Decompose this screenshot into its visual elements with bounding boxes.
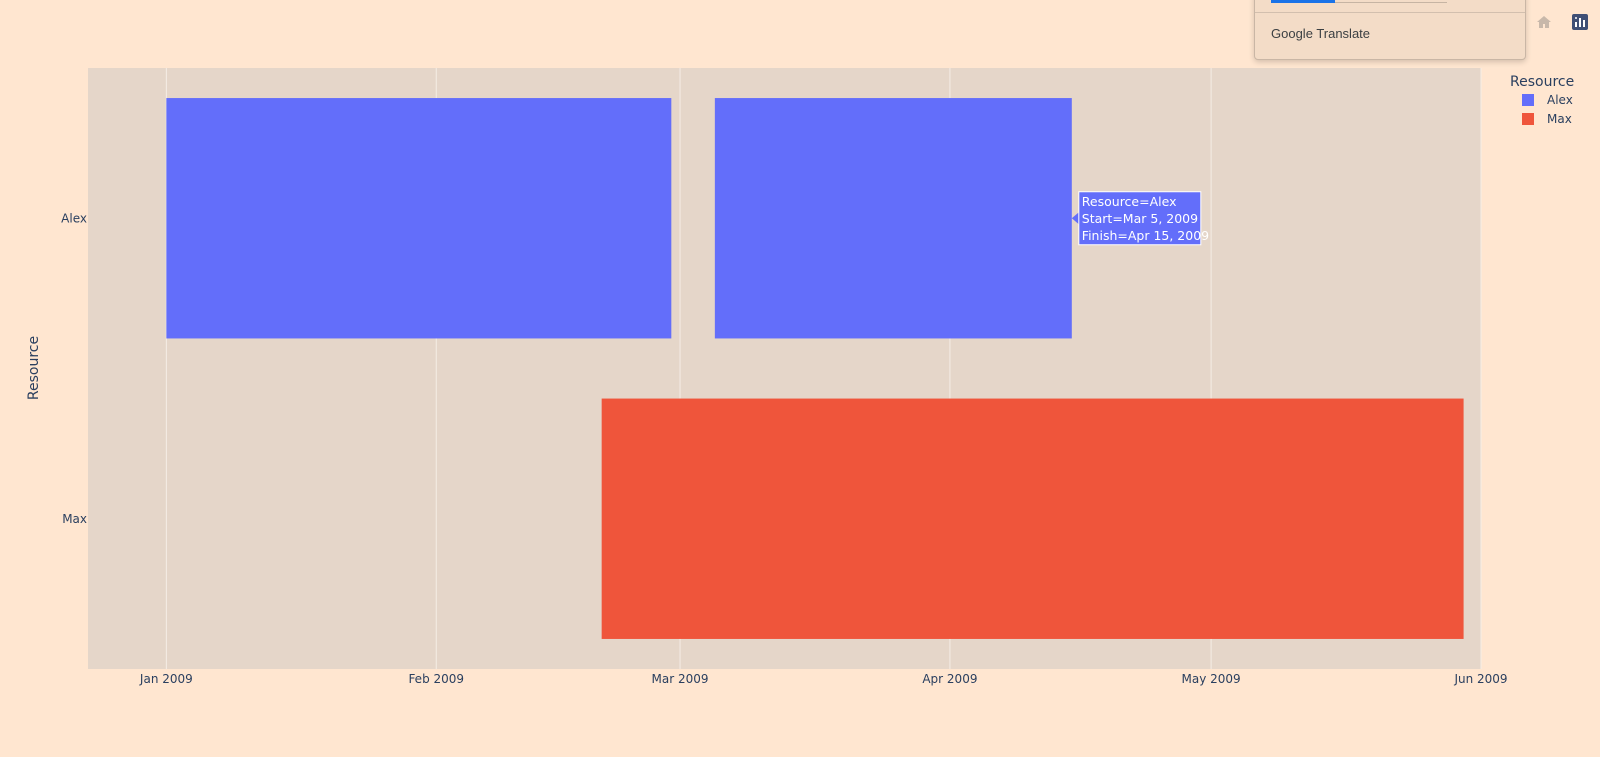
x-tick-label: Jun 2009 [1453,672,1507,686]
legend-swatch-max[interactable] [1522,113,1534,125]
task-bar-alex[interactable] [714,98,1072,339]
tooltip-box [1078,191,1202,246]
task-bar-alex[interactable] [166,98,672,339]
google-translate-brand[interactable]: Google Translate [1271,26,1370,41]
google-logo-text: Google [1271,26,1313,41]
task-bar-max[interactable] [601,398,1464,639]
y-tick-label: Max [62,512,87,526]
x-tick-label: Feb 2009 [408,672,464,686]
y-axis-title: Resource [26,336,42,400]
translate-tab-track [1271,2,1447,3]
tooltip-line: Finish=Apr 15, 2009 [1082,228,1209,243]
x-tick-label: Mar 2009 [652,672,709,686]
legend-title: Resource [1510,74,1574,90]
legend-item-alex[interactable]: Alex [1547,93,1573,107]
y-tick-label: Alex [61,211,87,225]
legend-swatch-alex[interactable] [1522,94,1534,106]
google-translate-popup: Google Translate [1254,0,1526,60]
x-axis: Jan 2009 Feb 2009 Mar 2009 Apr 2009 May 2009… [139,672,1508,686]
home-icon[interactable] [1536,14,1552,30]
legend[interactable]: Resource Alex Max [1510,74,1574,126]
plotly-logo-icon[interactable] [1572,14,1588,30]
x-tick-label: Jan 2009 [139,672,193,686]
x-tick-label: Apr 2009 [922,672,977,686]
x-tick-label: May 2009 [1182,672,1241,686]
tooltip-pointer [1071,212,1079,225]
task-bars [166,98,1464,639]
translate-tab-active[interactable] [1271,0,1335,3]
tooltip-line: Resource=Alex [1082,194,1177,209]
divider [1255,12,1525,13]
translate-text: Translate [1316,26,1371,41]
hover-tooltip: Resource=Alex Start=Mar 5, 2009 Finish=Apr… [1071,191,1209,246]
legend-item-max[interactable]: Max [1547,112,1572,126]
tooltip-line: Start=Mar 5, 2009 [1082,211,1198,226]
y-axis: Alex Max [61,211,87,526]
